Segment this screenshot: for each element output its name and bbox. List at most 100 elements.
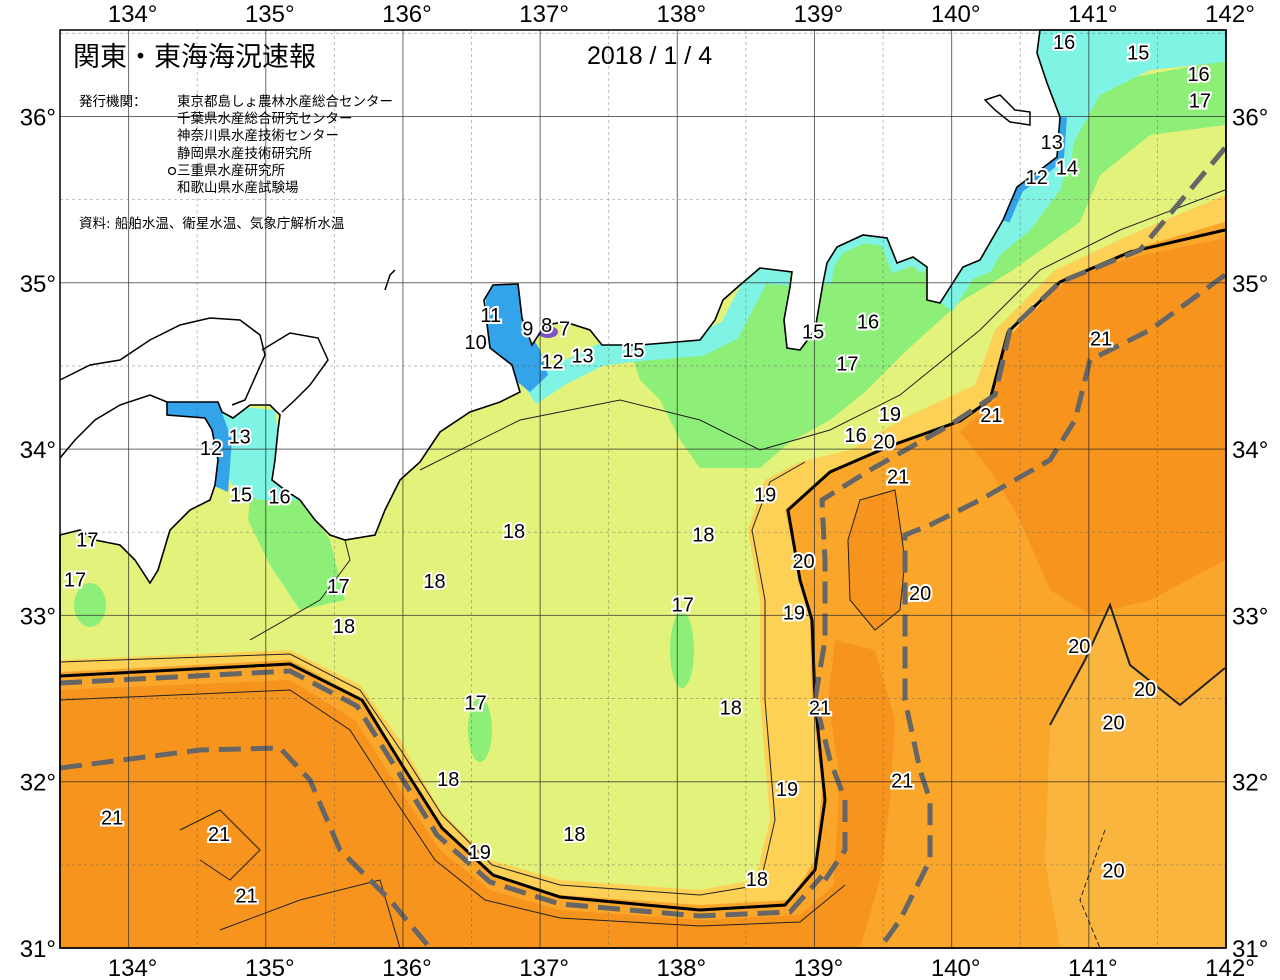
contour-label: 20 (792, 551, 814, 573)
isotherm-21-west (179, 809, 261, 881)
lon-tick-label-top: 137° (519, 1, 569, 28)
coastline (59, 29, 1227, 949)
contour-label: 16 (1187, 64, 1209, 86)
issuer-item: 神奈川県水産技術センター (177, 128, 339, 144)
map-frame (59, 29, 1227, 949)
contour-label: 17 (836, 353, 858, 375)
issuer-item: 静岡県水産技術研究所 (177, 146, 312, 162)
contour-label: 21 (208, 824, 230, 846)
contour-label: 15 (622, 340, 644, 362)
lat-tick-label-right: 36° (1232, 104, 1268, 131)
contour-label: 18 (423, 571, 445, 593)
contour-label: 16 (844, 425, 866, 447)
contour-label: 7 (559, 318, 570, 340)
kuroshio-axis-line (60, 228, 1226, 912)
contour-label: 13 (229, 426, 251, 448)
contour-label: 12 (200, 438, 222, 460)
contour-label: 18 (563, 824, 585, 846)
contour-label: 15 (802, 322, 824, 344)
lat-tick-label-right: 33° (1232, 603, 1268, 630)
lon-tick-label-top: 140° (931, 1, 981, 28)
zone-21-pocket (848, 490, 905, 630)
shikoku-coast (59, 394, 168, 459)
lon-tick-label-bottom: 140° (931, 955, 981, 980)
contour-label: 17 (64, 569, 86, 591)
contour-label: 15 (1127, 42, 1149, 64)
isotherm-21-pocket (847, 489, 906, 631)
isotherm-18 (60, 461, 806, 896)
contour-label: 17 (465, 693, 487, 715)
contour-label: 13 (571, 346, 593, 368)
lat-tick-label-left: 33° (20, 603, 56, 630)
contour-label: 21 (891, 771, 913, 793)
contour-label: 18 (503, 521, 525, 543)
contour-label: 21 (235, 885, 257, 907)
contour-label: 20 (1134, 679, 1156, 701)
lon-tick-label-bottom: 142° (1205, 955, 1255, 980)
isotherm-lines (60, 189, 1226, 948)
contour-label: 13 (1041, 132, 1063, 154)
contour-label: 18 (692, 525, 714, 547)
lon-tick-label-top: 135° (245, 1, 295, 28)
lon-tick-label-top: 136° (382, 1, 432, 28)
contour-label: 8 (541, 315, 552, 337)
contour-label: 19 (469, 842, 491, 864)
axis-ticks: 134° 134° 135° 135° 136° 136° 137° 137° 138° 138°… (20, 1, 1269, 980)
lat-tick-label-right: 35° (1232, 271, 1268, 298)
zone-21-northeast (960, 238, 1225, 615)
contour-label: 9 (522, 318, 533, 340)
contour-label: 16 (857, 312, 879, 334)
contour-label: 21 (980, 405, 1002, 427)
contour-label: 19 (776, 779, 798, 801)
contour-label: 21 (1090, 328, 1112, 350)
contour-label: 17 (327, 576, 349, 598)
contour-label: 17 (76, 530, 98, 552)
island-outline (983, 94, 1031, 126)
issuer-item: 三重県水産研究所 (177, 163, 285, 179)
lon-tick-label-top: 141° (1068, 1, 1118, 28)
island-outline-small (384, 269, 396, 291)
lat-tick-label-left: 35° (20, 271, 56, 298)
contour-label: 20 (1102, 861, 1124, 883)
contour-label: 14 (1056, 157, 1078, 179)
current-issuer-marker (167, 166, 177, 176)
lon-tick-label-top: 138° (656, 1, 706, 28)
isotherm-21-south (219, 879, 401, 948)
lat-tick-label-left: 34° (20, 437, 56, 464)
kuroshio-dashed-offshore (877, 272, 1226, 948)
lat-tick-label-left: 32° (20, 770, 56, 797)
isotherm-21 (60, 689, 846, 927)
map-date: 2018 / 1 / 4 (587, 42, 712, 70)
kuroshio-edge-dashed-west (60, 668, 824, 919)
lon-tick-label-top: 142° (1205, 1, 1255, 28)
contour-label: 18 (437, 769, 459, 791)
lon-tick-label-top: 139° (794, 1, 844, 28)
lon-tick-label-bottom: 137° (519, 955, 569, 980)
zone-21-south (828, 640, 895, 948)
isotherm-20-dashed (1079, 829, 1106, 948)
contour-label: 12 (1026, 167, 1048, 189)
contour-label: 17 (672, 594, 694, 616)
lon-tick-label-bottom: 138° (656, 955, 706, 980)
map-title: 関東・東海海況速報 (73, 42, 316, 73)
kuroshio-dashed-southwest (60, 745, 432, 948)
kuroshio-dashed-east (812, 146, 1226, 882)
contour-label: 21 (887, 466, 909, 488)
contour-label: 21 (101, 807, 123, 829)
contour-label: 19 (754, 485, 776, 507)
lat-tick-label-left: 31° (20, 936, 56, 963)
lon-tick-label-bottom: 141° (1068, 955, 1118, 980)
contour-label: 18 (746, 869, 768, 891)
contour-label: 18 (720, 698, 742, 720)
contour-label: 20 (909, 583, 931, 605)
contour-label: 19 (879, 404, 901, 426)
map-header: 関東・東海海況速報 2018 / 1 / 4 発行機関： 東京都島しょ農林水産総… (73, 42, 712, 232)
contour-label: 11 (480, 305, 501, 327)
isotherm-20-southeast (1049, 602, 1226, 726)
contour-label: 16 (1053, 32, 1075, 54)
lon-tick-label-bottom: 134° (108, 955, 158, 980)
zone-17-kii-channel (248, 495, 345, 610)
zone-17-central-patch (670, 612, 694, 688)
lat-tick-label-right: 34° (1232, 437, 1268, 464)
